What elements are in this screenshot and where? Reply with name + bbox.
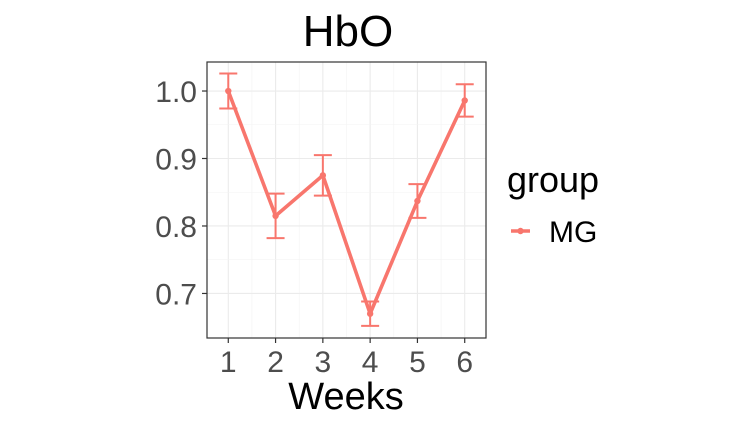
y-tick-label: 0.9 (155, 143, 197, 176)
series-layer (219, 72, 474, 327)
series-line (226, 89, 467, 316)
x-tick-label: 4 (362, 346, 379, 379)
y-tick-label: 0.8 (155, 211, 197, 244)
plot-panel (206, 61, 487, 339)
chart-title: HbO (303, 7, 393, 56)
legend-label: MG (549, 216, 597, 249)
legend-key-mg (511, 227, 530, 235)
series-mg (219, 72, 474, 327)
legend: group MG (507, 159, 599, 249)
legend-items: MG (511, 216, 597, 249)
x-tick-label: 5 (409, 346, 426, 379)
x-tick-label: 6 (456, 346, 473, 379)
data-point (272, 212, 279, 220)
grid-lines (207, 62, 486, 338)
legend-title: group (507, 159, 599, 200)
x-tick-label: 1 (220, 346, 237, 379)
data-point (225, 87, 232, 95)
legend-key-point (517, 227, 524, 235)
y-axis: 0.7 0.8 0.9 1.0 (155, 76, 207, 311)
y-tick-label: 0.7 (155, 278, 197, 311)
panel-border (206, 61, 487, 339)
data-point (319, 172, 327, 179)
data-point (461, 97, 468, 104)
y-tick-label: 1.0 (155, 76, 197, 109)
data-point (366, 310, 374, 317)
x-tick-label: 2 (267, 346, 284, 379)
x-axis-title: Weeks (288, 376, 403, 418)
data-point (414, 197, 421, 205)
x-tick-label: 3 (315, 346, 332, 379)
